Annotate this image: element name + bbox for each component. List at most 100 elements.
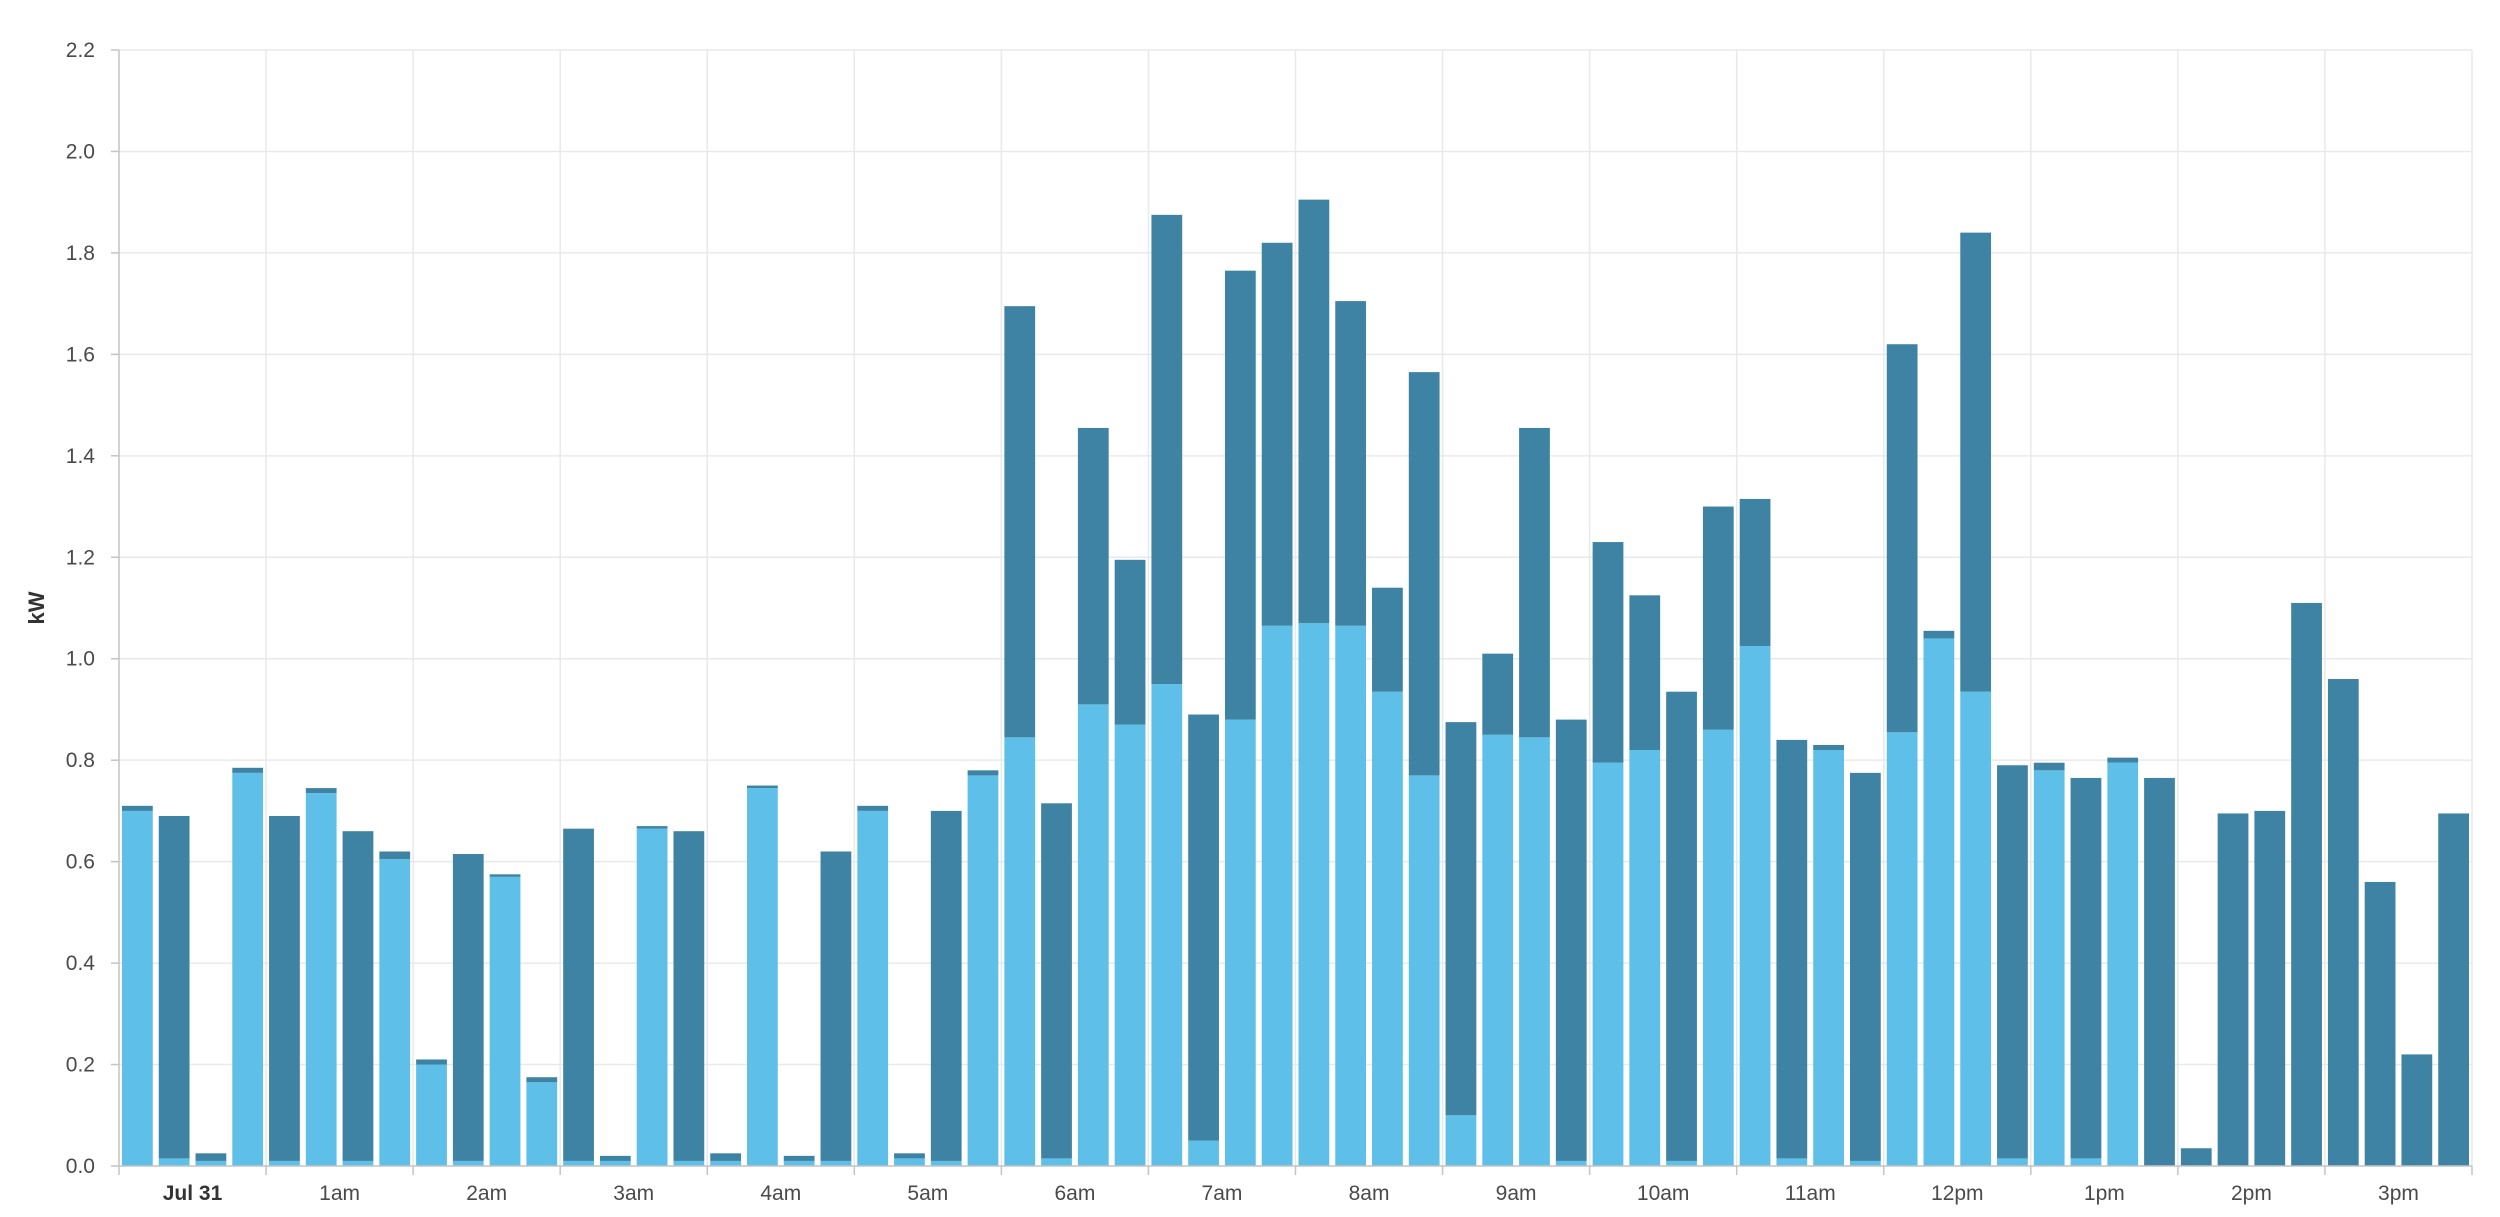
bar-segment-series-1[interactable] [1224,719,1256,1166]
bar-segment-series-2[interactable] [1629,595,1661,751]
bar-segment-series-2[interactable] [526,1077,558,1083]
bar-segment-series-1[interactable] [710,1160,742,1166]
bar-segment-series-2[interactable] [1004,306,1036,738]
bar-segment-series-2[interactable] [305,788,337,794]
bar-segment-series-1[interactable] [269,1160,300,1166]
bar-segment-series-2[interactable] [820,851,852,1161]
bar-segment-series-1[interactable] [526,1082,558,1166]
bar-segment-series-1[interactable] [1519,737,1550,1166]
bar-segment-series-1[interactable] [1629,750,1661,1166]
bar-segment-series-2[interactable] [122,805,153,811]
bar-segment-series-1[interactable] [2070,1158,2102,1166]
bar-segment-series-2[interactable] [1224,270,1256,720]
bar-segment-series-1[interactable] [1997,1158,2028,1166]
bar-segment-series-2[interactable] [1041,803,1072,1159]
bar-segment-series-1[interactable] [1482,734,1514,1166]
bar-segment-series-1[interactable] [857,810,889,1166]
bar-segment-series-2[interactable] [1997,765,2028,1159]
bar-segment-series-1[interactable] [158,1158,190,1166]
bar-segment-series-2[interactable] [2364,881,2396,1166]
bar-segment-series-1[interactable] [2107,762,2139,1166]
bar-segment-series-1[interactable] [1886,732,1918,1166]
bar-segment-series-2[interactable] [930,810,962,1161]
bar-segment-series-2[interactable] [673,831,705,1161]
bar-segment-series-1[interactable] [1041,1158,1072,1166]
bar-segment-series-2[interactable] [1666,691,1697,1161]
bar-segment-series-2[interactable] [747,785,778,789]
bar-segment-series-2[interactable] [269,815,300,1161]
bar-segment-series-2[interactable] [2438,813,2469,1166]
bar-segment-series-2[interactable] [342,831,374,1161]
bar-segment-series-2[interactable] [2107,757,2139,763]
bar-segment-series-2[interactable] [1445,722,1477,1116]
bar-segment-series-1[interactable] [930,1160,962,1166]
bar-segment-series-1[interactable] [894,1158,925,1166]
bar-segment-series-2[interactable] [1408,372,1440,776]
bar-segment-series-2[interactable] [599,1155,631,1161]
bar-segment-series-1[interactable] [1666,1160,1697,1166]
bar-segment-series-2[interactable] [1114,559,1146,725]
bar-segment-series-1[interactable] [1408,775,1440,1166]
bar-segment-series-2[interactable] [1519,427,1550,738]
bar-segment-series-1[interactable] [305,793,337,1166]
bar-segment-series-2[interactable] [158,815,190,1159]
bar-segment-series-1[interactable] [1702,729,1734,1166]
bar-segment-series-1[interactable] [1776,1158,1808,1166]
bar-segment-series-1[interactable] [820,1160,852,1166]
bar-segment-series-2[interactable] [1188,714,1219,1141]
bar-segment-series-1[interactable] [122,810,153,1166]
bar-segment-series-2[interactable] [1151,214,1183,685]
bar-segment-series-1[interactable] [1960,691,1992,1166]
bar-segment-series-2[interactable] [1555,719,1587,1161]
bar-segment-series-2[interactable] [2217,813,2249,1166]
bar-segment-series-1[interactable] [783,1160,815,1166]
bar-segment-series-1[interactable] [1298,623,1330,1166]
bar-segment-series-1[interactable] [1335,625,1367,1166]
bar-segment-series-2[interactable] [2327,679,2359,1166]
bar-segment-series-1[interactable] [342,1160,374,1166]
bar-segment-series-1[interactable] [1261,625,1293,1166]
bar-segment-series-1[interactable] [1372,691,1403,1166]
bar-segment-series-1[interactable] [599,1160,631,1166]
bar-segment-series-2[interactable] [452,854,484,1161]
bar-segment-series-1[interactable] [967,775,999,1166]
bar-segment-series-2[interactable] [2180,1148,2212,1166]
bar-segment-series-2[interactable] [967,770,999,776]
bar-segment-series-1[interactable] [1923,638,1955,1166]
bar-segment-series-2[interactable] [1923,630,1955,639]
bar-segment-series-2[interactable] [857,805,889,811]
bar-segment-series-1[interactable] [1077,704,1109,1166]
bar-segment-series-2[interactable] [416,1059,447,1065]
bar-segment-series-2[interactable] [1592,542,1624,763]
bar-segment-series-1[interactable] [1188,1140,1219,1166]
bar-segment-series-1[interactable] [1849,1160,1881,1166]
bar-segment-series-1[interactable] [1445,1115,1477,1166]
bar-segment-series-2[interactable] [489,874,521,877]
bar-segment-series-2[interactable] [563,828,594,1161]
bar-segment-series-2[interactable] [232,767,264,773]
bar-segment-series-1[interactable] [2033,770,2065,1166]
bar-segment-series-1[interactable] [1813,750,1844,1166]
bar-segment-series-2[interactable] [636,826,668,829]
bar-segment-series-1[interactable] [416,1064,447,1166]
bar-segment-series-2[interactable] [2254,810,2286,1166]
bar-segment-series-2[interactable] [1482,653,1514,735]
bar-segment-series-2[interactable] [1077,427,1109,705]
bar-segment-series-1[interactable] [1114,724,1146,1166]
bar-segment-series-1[interactable] [1739,646,1771,1166]
bar-segment-series-1[interactable] [1004,737,1036,1166]
bar-segment-series-2[interactable] [1886,344,1918,733]
bar-segment-series-2[interactable] [2033,762,2065,771]
bar-segment-series-2[interactable] [1960,232,1992,692]
bar-segment-series-2[interactable] [2291,602,2322,1166]
bar-segment-series-2[interactable] [1849,772,1881,1161]
bar-segment-series-1[interactable] [747,788,778,1166]
bar-segment-series-2[interactable] [1813,744,1844,751]
bar-segment-series-2[interactable] [1261,242,1293,626]
bar-segment-series-2[interactable] [1739,498,1771,647]
bar-segment-series-2[interactable] [2070,777,2102,1159]
bar-segment-series-1[interactable] [1151,684,1183,1166]
bar-segment-series-2[interactable] [894,1153,925,1159]
bar-segment-series-2[interactable] [1335,301,1367,626]
bar-segment-series-1[interactable] [489,876,521,1166]
